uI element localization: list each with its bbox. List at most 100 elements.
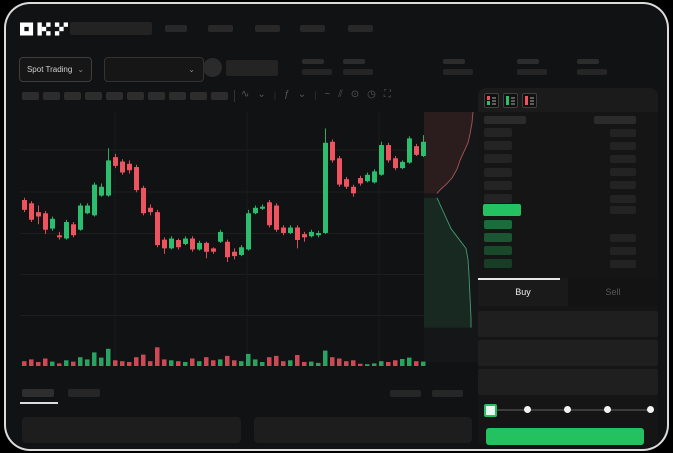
- ask-row-amount[interactable]: [610, 181, 636, 190]
- history-icon[interactable]: ◷: [367, 89, 376, 100]
- last-price-badge[interactable]: [483, 204, 521, 216]
- stat-label-placeholder: [577, 59, 599, 64]
- ob-header-amount: [594, 116, 636, 124]
- stat-value-placeholder: [577, 69, 607, 75]
- stat-label-placeholder: [443, 59, 465, 64]
- timeframe-chip[interactable]: [148, 92, 165, 100]
- bid-row-price[interactable]: [484, 233, 512, 242]
- ask-row-amount[interactable]: [610, 168, 636, 177]
- order-input-row[interactable]: [478, 369, 658, 395]
- orders-box-right: [254, 417, 472, 443]
- orders-tab-2[interactable]: [68, 389, 100, 397]
- stat-label-placeholder: [302, 59, 324, 64]
- okx-logo[interactable]: [20, 22, 68, 36]
- nav-item-placeholder[interactable]: [208, 25, 233, 32]
- draw-tools-icon[interactable]: ⫽: [338, 89, 343, 100]
- chevron-down-icon[interactable]: ⌄: [297, 89, 307, 100]
- snapshot-icon[interactable]: ⊙: [350, 89, 360, 100]
- buy-submit-button[interactable]: [486, 428, 644, 445]
- timeframe-chip[interactable]: [22, 92, 39, 100]
- stat-label-placeholder: [517, 59, 539, 64]
- nav-item-placeholder[interactable]: [255, 25, 280, 32]
- divider: |: [314, 90, 317, 100]
- bid-row-amount[interactable]: [610, 234, 636, 242]
- slider-stop[interactable]: [524, 406, 531, 413]
- buy-tab-bg: [478, 278, 568, 306]
- timeframe-chip[interactable]: [211, 92, 228, 100]
- compare-icon[interactable]: ~: [324, 89, 331, 100]
- timeframe-chip[interactable]: [64, 92, 81, 100]
- slider-stop[interactable]: [604, 406, 611, 413]
- title-placeholder: [70, 22, 152, 35]
- coin-avatar: [203, 58, 222, 77]
- chevron-down-icon[interactable]: ⌄: [257, 89, 266, 100]
- slider-track: [488, 409, 654, 411]
- bid-row-amount[interactable]: [610, 260, 636, 268]
- tab-sell[interactable]: Sell: [605, 287, 621, 297]
- trade-tabs: Buy Sell: [478, 278, 658, 306]
- order-book-sells-view-icon[interactable]: [522, 93, 537, 108]
- ask-row-amount[interactable]: [610, 141, 636, 150]
- order-input-row[interactable]: [478, 311, 658, 337]
- stat-label-placeholder: [343, 59, 365, 64]
- timeframe-chip[interactable]: [190, 92, 207, 100]
- stat-value-placeholder: [517, 69, 547, 75]
- active-tab-indicator: [478, 278, 560, 280]
- sell-tab-bg: [568, 278, 658, 306]
- ask-row-price[interactable]: [484, 128, 512, 137]
- candlestick-chart[interactable]: [20, 108, 478, 374]
- timeframe-chip[interactable]: [43, 92, 60, 100]
- stat-value-placeholder: [443, 69, 473, 75]
- screen: Spot Trading ⌄ ⌄ ∿ ⌄ | ƒ ⌄ | ~ ⫽ ⊙ ◷ ⛶: [4, 2, 669, 451]
- indicators-icon[interactable]: ƒ: [284, 89, 290, 100]
- ask-row-price[interactable]: [484, 154, 512, 164]
- order-book-split-view-icon[interactable]: [484, 93, 499, 108]
- orders-tab-underline: [20, 402, 58, 404]
- market-type-label: Spot Trading: [26, 65, 73, 74]
- bid-row-amount[interactable]: [610, 247, 636, 255]
- timeframe-chip[interactable]: [85, 92, 102, 100]
- market-type-button[interactable]: Spot Trading ⌄: [19, 57, 92, 82]
- order-book-panel: Buy Sell: [478, 88, 658, 445]
- chart-toolbar-icons: ∿ ⌄ | ƒ ⌄ | ~ ⫽ ⊙ ◷ ⛶: [241, 88, 391, 102]
- timeframe-chip[interactable]: [169, 92, 186, 100]
- ask-row-amount[interactable]: [610, 194, 636, 203]
- timeframe-chip[interactable]: [106, 92, 123, 100]
- ask-row-price[interactable]: [484, 167, 512, 177]
- divider: |: [273, 90, 277, 100]
- stat-value-placeholder: [343, 69, 373, 75]
- ob-header-price: [484, 116, 526, 124]
- toolbar-divider: [234, 90, 235, 102]
- pair-name-placeholder: [226, 60, 278, 76]
- timeframe-chip[interactable]: [127, 92, 144, 100]
- ask-row-price[interactable]: [484, 194, 512, 203]
- ask-row-amount[interactable]: [610, 128, 636, 137]
- bid-row-price[interactable]: [484, 220, 512, 229]
- orders-box-left: [22, 417, 241, 443]
- chevron-down-icon: ⌄: [188, 64, 195, 74]
- nav-item-placeholder[interactable]: [300, 25, 325, 32]
- nav-item-placeholder[interactable]: [165, 25, 187, 32]
- stat-value-placeholder: [302, 69, 332, 75]
- line-style-icon[interactable]: ∿: [241, 89, 250, 100]
- fullscreen-icon[interactable]: ⛶: [383, 89, 391, 100]
- tab-buy[interactable]: Buy: [515, 287, 531, 297]
- bid-row-price[interactable]: [484, 246, 512, 255]
- pair-select[interactable]: ⌄: [104, 57, 204, 82]
- last-price-amount: [610, 206, 636, 214]
- orders-link-1[interactable]: [390, 390, 421, 397]
- order-book-buys-view-icon[interactable]: [503, 93, 518, 108]
- orders-link-2[interactable]: [432, 390, 463, 397]
- ask-row-price[interactable]: [484, 180, 512, 190]
- order-input-row[interactable]: [478, 340, 658, 366]
- chevron-down-icon: ⌄: [77, 64, 85, 74]
- bid-row-price[interactable]: [484, 259, 512, 268]
- slider-stop[interactable]: [647, 406, 654, 413]
- ask-row-price[interactable]: [484, 141, 512, 151]
- nav-item-placeholder[interactable]: [348, 25, 373, 32]
- slider-stop[interactable]: [564, 406, 571, 413]
- orders-tab-active[interactable]: [22, 389, 54, 397]
- slider-handle[interactable]: [484, 404, 497, 417]
- ask-row-amount[interactable]: [610, 154, 636, 163]
